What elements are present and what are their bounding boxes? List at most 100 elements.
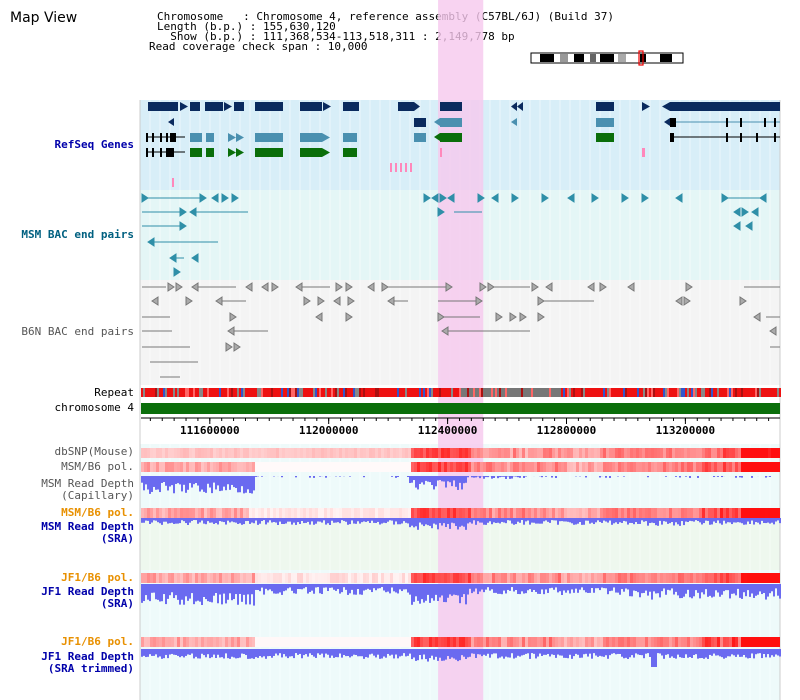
- repeat-element: [201, 388, 203, 397]
- repeat-element: [763, 388, 765, 397]
- repeat-element: [313, 388, 315, 397]
- depth-bar: [353, 584, 355, 595]
- heat-cell: [150, 462, 153, 472]
- heat-cell: [534, 462, 537, 472]
- chromosome-bar[interactable]: [141, 403, 780, 414]
- b6n-bac-end-pairs-track[interactable]: [142, 282, 780, 378]
- depth-bar: [429, 518, 431, 526]
- depth-bar: [329, 649, 331, 658]
- heat-cell: [612, 448, 615, 458]
- heat-cell: [222, 573, 225, 583]
- repeat-element: [317, 388, 319, 397]
- depth-bar: [583, 649, 585, 655]
- depth-bar: [757, 518, 759, 523]
- heat-cell: [498, 448, 501, 458]
- heat-cell: [690, 573, 693, 583]
- heat-cell: [627, 462, 630, 472]
- heat-cell: [198, 573, 201, 583]
- depth-bar: [555, 584, 557, 588]
- repeat-element: [461, 388, 463, 397]
- depth-bar: [439, 649, 441, 658]
- heat-cell: [663, 573, 666, 583]
- depth-bar: [185, 584, 187, 597]
- depth-bar: [291, 649, 293, 657]
- msm-depth-capillary-track[interactable]: [141, 476, 771, 494]
- heat-cell: [360, 637, 363, 647]
- repeat-element: [747, 388, 749, 397]
- heat-cell: [225, 462, 228, 472]
- depth-bar: [527, 584, 529, 591]
- msm-b6-pol-heat-track-2[interactable]: [141, 508, 780, 518]
- repeat-element: [225, 388, 227, 397]
- repeat-track[interactable]: [141, 388, 781, 397]
- depth-bar: [389, 584, 391, 594]
- heat-cell: [264, 462, 267, 472]
- heat-cell: [753, 448, 756, 458]
- depth-bar: [307, 649, 309, 657]
- heat-cell: [609, 448, 612, 458]
- repeat-element: [619, 388, 621, 397]
- depth-bar: [673, 584, 675, 595]
- heat-cell: [432, 637, 435, 647]
- depth-bar: [435, 649, 437, 657]
- heat-cell: [219, 637, 222, 647]
- depth-bar: [357, 518, 359, 522]
- depth-bar: [491, 584, 493, 590]
- depth-bar: [697, 518, 699, 522]
- jf1-b6-pol-heat-track[interactable]: [141, 573, 780, 583]
- repeat-element: [195, 388, 197, 397]
- jf1-b6-pol-heat-track-2[interactable]: [141, 637, 780, 647]
- depth-bar: [149, 584, 151, 602]
- depth-bar: [313, 584, 315, 594]
- heat-cell: [588, 637, 591, 647]
- selected-region-highlight[interactable]: [438, 0, 484, 700]
- dbsnp-heat-track[interactable]: [141, 448, 780, 458]
- depth-bar: [321, 518, 323, 523]
- depth-bar: [711, 649, 713, 656]
- heat-cell: [159, 573, 162, 583]
- heat-cell: [171, 573, 174, 583]
- heat-cell: [531, 462, 534, 472]
- depth-bar: [521, 649, 523, 656]
- depth-bar: [219, 518, 221, 522]
- heat-cell: [567, 573, 570, 583]
- repeat-element: [405, 388, 407, 397]
- coverage-span-info: Read coverage check span : 10,000: [149, 40, 368, 53]
- repeat-element: [601, 388, 603, 397]
- msm-depth-sra-track[interactable]: [141, 518, 781, 530]
- heat-cell: [384, 637, 387, 647]
- chromosome-ideogram[interactable]: [530, 50, 684, 66]
- heat-cell: [423, 462, 426, 472]
- heat-cell: [546, 462, 549, 472]
- heat-cell: [390, 462, 393, 472]
- heat-cell: [588, 508, 591, 518]
- depth-bar: [635, 584, 637, 592]
- heat-cell: [426, 462, 429, 472]
- repeat-element: [775, 388, 777, 397]
- depth-bar: [325, 518, 327, 525]
- msm-b6-pol-heat-track[interactable]: [141, 462, 780, 472]
- heat-cell: [654, 462, 657, 472]
- depth-bar: [163, 518, 165, 522]
- jf1-depth-sra-trimmed-track[interactable]: [141, 649, 781, 667]
- repeat-element: [657, 388, 659, 397]
- msm-bac-end-pairs-track[interactable]: [141, 193, 767, 277]
- depth-bar: [475, 584, 477, 589]
- heat-cell: [762, 462, 765, 472]
- depth-bar: [307, 584, 309, 594]
- jf1-depth-sra-track[interactable]: [141, 584, 781, 606]
- heat-cell: [345, 637, 348, 647]
- heat-cell: [354, 462, 357, 472]
- repeat-element: [487, 388, 489, 397]
- repeat-element: [433, 388, 435, 397]
- depth-bar: [479, 584, 481, 592]
- heat-cell: [486, 462, 489, 472]
- heat-cell: [600, 508, 603, 518]
- depth-bar: [745, 649, 747, 658]
- heat-cell: [510, 448, 513, 458]
- refseq-gene-track[interactable]: [146, 102, 780, 187]
- heat-cell: [441, 637, 444, 647]
- depth-bar: [227, 518, 229, 521]
- depth-bar: [529, 518, 531, 525]
